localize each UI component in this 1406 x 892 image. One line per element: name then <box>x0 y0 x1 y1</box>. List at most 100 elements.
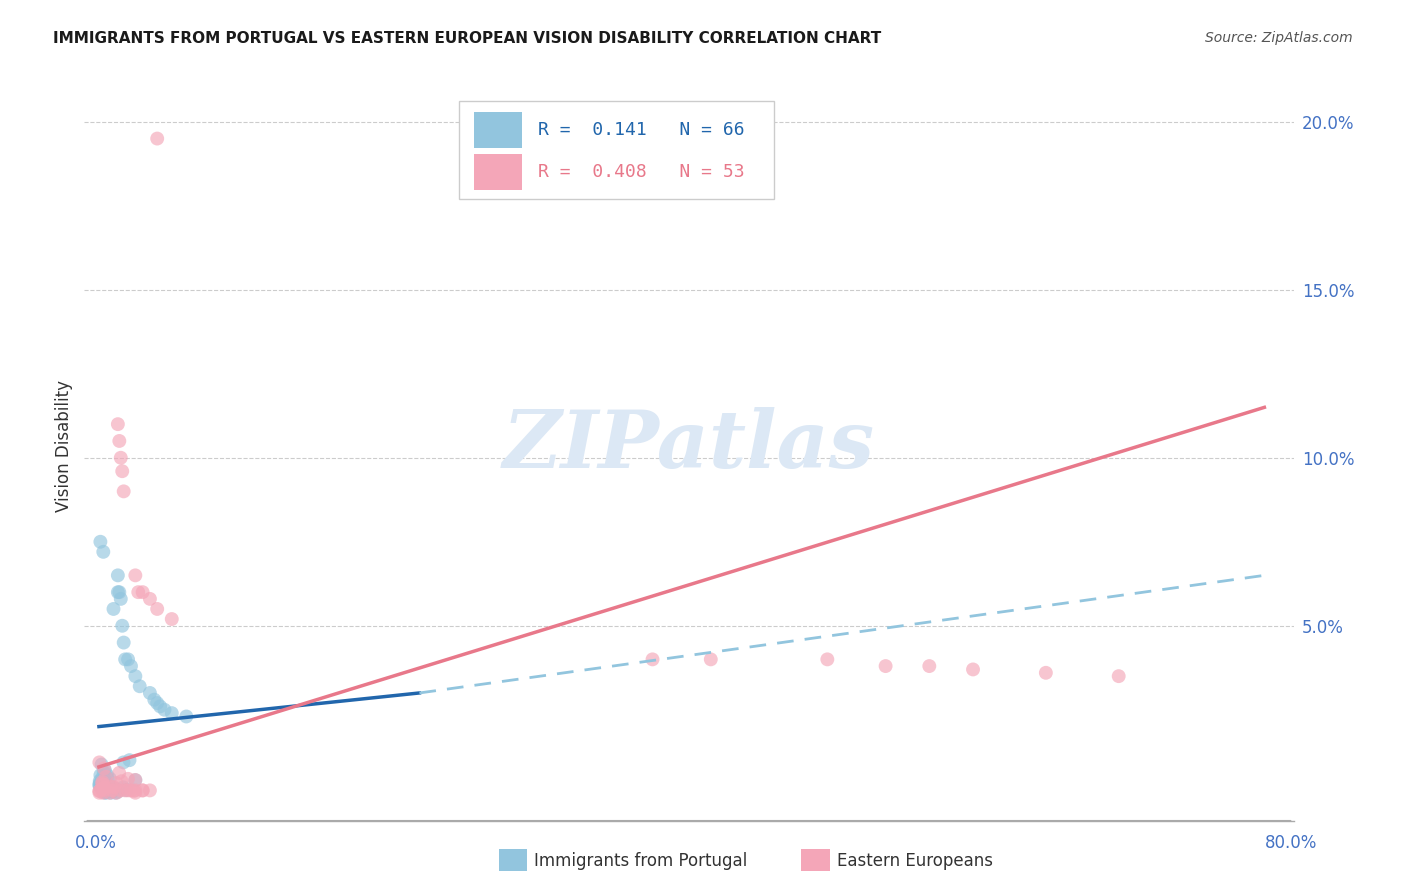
Point <box>117 652 139 666</box>
Point <box>98 786 121 800</box>
Point <box>89 784 111 798</box>
Point <box>107 417 129 432</box>
Point <box>93 780 115 795</box>
Point <box>176 709 198 723</box>
Point <box>120 659 142 673</box>
Point <box>89 776 111 790</box>
Point <box>139 686 162 700</box>
Text: Eastern Europeans: Eastern Europeans <box>837 852 993 870</box>
Point <box>91 780 114 795</box>
Point <box>111 619 134 633</box>
Point <box>103 780 125 794</box>
Point <box>93 783 115 797</box>
Point <box>93 764 115 779</box>
Point <box>91 545 114 559</box>
Point <box>94 781 117 796</box>
Point <box>91 780 114 794</box>
Point <box>94 763 117 777</box>
Point <box>110 783 132 797</box>
Point <box>89 768 111 782</box>
Point <box>146 696 169 710</box>
Point <box>918 659 941 673</box>
Point <box>117 783 139 797</box>
Point <box>127 585 149 599</box>
Point <box>103 781 125 796</box>
Point <box>122 784 145 798</box>
Point <box>94 785 117 799</box>
Point <box>114 652 136 666</box>
Point <box>112 780 135 795</box>
Point <box>815 652 838 666</box>
Point <box>97 784 120 798</box>
Point <box>131 783 153 797</box>
Point <box>101 785 124 799</box>
Point <box>96 781 118 796</box>
Point <box>131 783 153 797</box>
Point <box>103 602 125 616</box>
Point <box>94 773 117 788</box>
Point <box>700 652 723 666</box>
Point <box>112 756 135 770</box>
Point <box>641 652 664 666</box>
Point <box>108 765 131 780</box>
Point <box>146 602 169 616</box>
Point <box>89 774 111 789</box>
Point <box>93 782 115 797</box>
Point <box>149 699 172 714</box>
Point <box>89 756 111 770</box>
Point <box>112 635 135 649</box>
Bar <box>474 153 522 190</box>
Y-axis label: Vision Disability: Vision Disability <box>55 380 73 512</box>
Point <box>100 780 122 794</box>
Point <box>143 692 166 706</box>
Point <box>89 534 111 549</box>
Point <box>91 774 114 789</box>
Point <box>91 771 114 785</box>
Point <box>103 781 125 796</box>
Point <box>94 786 117 800</box>
Point <box>94 780 117 794</box>
Text: Source: ZipAtlas.com: Source: ZipAtlas.com <box>1205 31 1353 45</box>
Text: IMMIGRANTS FROM PORTUGAL VS EASTERN EUROPEAN VISION DISABILITY CORRELATION CHART: IMMIGRANTS FROM PORTUGAL VS EASTERN EURO… <box>53 31 882 46</box>
Text: R =  0.408   N = 53: R = 0.408 N = 53 <box>538 162 744 181</box>
Point <box>94 770 117 784</box>
Point <box>107 585 129 599</box>
Point <box>107 785 129 799</box>
Point <box>139 783 162 797</box>
Point <box>91 786 114 800</box>
Point <box>131 585 153 599</box>
Point <box>90 780 112 794</box>
Point <box>98 780 121 795</box>
Point <box>108 434 131 448</box>
Point <box>101 783 124 797</box>
Text: R =  0.141   N = 66: R = 0.141 N = 66 <box>538 120 744 139</box>
Point <box>93 762 115 776</box>
Point <box>110 591 132 606</box>
Point <box>89 786 111 800</box>
Point <box>105 776 128 790</box>
Point <box>93 782 115 797</box>
Text: 80.0%: 80.0% <box>1264 834 1317 852</box>
Text: 0.0%: 0.0% <box>75 834 117 852</box>
Point <box>107 568 129 582</box>
Point <box>91 774 114 789</box>
Point <box>124 783 146 797</box>
Point <box>1108 669 1130 683</box>
Point <box>104 786 127 800</box>
Point <box>112 484 135 499</box>
Point <box>108 585 131 599</box>
Point <box>94 775 117 789</box>
Point <box>1035 665 1057 680</box>
Point <box>160 612 183 626</box>
Bar <box>474 112 522 148</box>
Point <box>110 450 132 465</box>
Point <box>105 786 128 800</box>
Point <box>100 786 122 800</box>
Point <box>91 777 114 791</box>
Text: ZIPatlas: ZIPatlas <box>503 408 875 484</box>
Point <box>153 703 176 717</box>
Point <box>96 785 118 799</box>
Point <box>94 781 117 796</box>
Point <box>90 781 112 796</box>
Point <box>97 772 120 786</box>
